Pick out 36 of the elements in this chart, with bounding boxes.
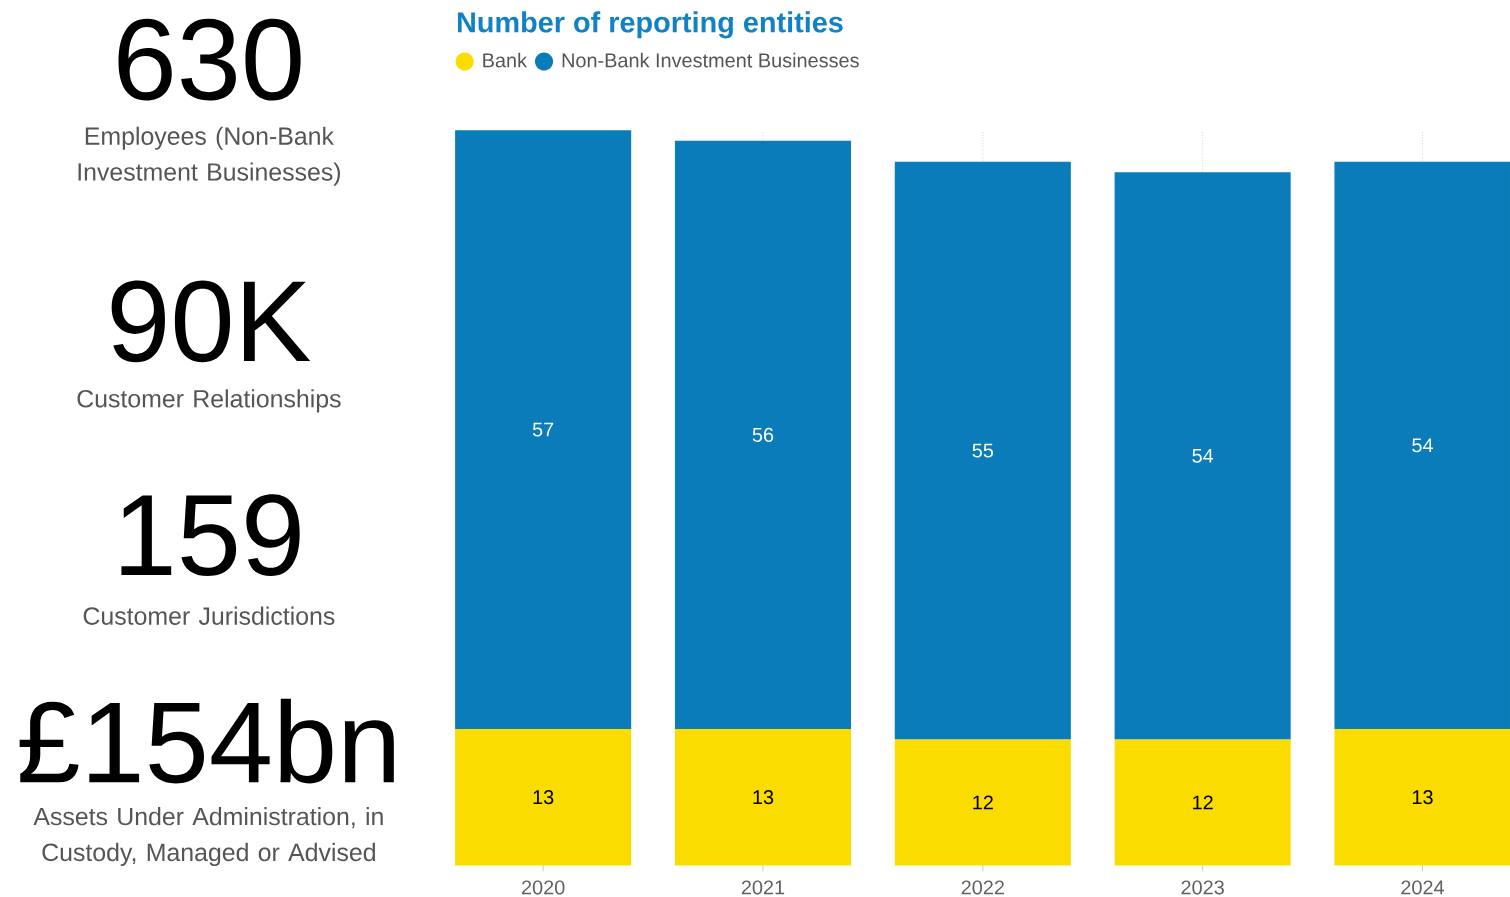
bar	[674, 140, 851, 729]
x-tick-label: 2021	[741, 880, 785, 895]
text: Customer Jurisdictions	[83, 606, 335, 625]
text: Employees (Non-Bank Investment Businesses)	[78, 126, 341, 186]
text: 90K	[111, 280, 311, 363]
data-label: 13	[1412, 790, 1433, 805]
bar	[455, 728, 632, 866]
data-label: 57	[532, 422, 554, 437]
x-tick-label: 2020	[522, 880, 565, 895]
bar	[894, 161, 1071, 740]
x-tick-label: 2023	[1181, 880, 1224, 895]
data-label: 12	[1193, 795, 1213, 810]
legend-label: Non-Bank Investment Businesses	[562, 52, 859, 68]
bar	[674, 728, 851, 866]
data-label: 54	[1192, 448, 1214, 463]
text: Customer Relationships	[77, 389, 341, 413]
bar	[1334, 161, 1510, 729]
text: £154bn	[19, 698, 394, 784]
bar	[1114, 739, 1291, 866]
bar	[455, 130, 632, 729]
data-label: 56	[752, 427, 774, 442]
x-tick-label: 2024	[1401, 880, 1445, 895]
text: 159	[121, 494, 300, 576]
x-tick-label: 2022	[961, 880, 1004, 895]
bar	[894, 739, 1071, 866]
data-label: 13	[753, 790, 774, 805]
bar	[1334, 728, 1510, 866]
data-label: 12	[973, 795, 993, 810]
chart-title: Number of reporting entities	[457, 11, 843, 39]
text: Assets Under Administration, in Custody, Managed or Advised	[33, 806, 383, 866]
bar	[1114, 172, 1291, 740]
legend-label: Bank	[483, 52, 528, 68]
text: 630	[118, 18, 301, 101]
data-label: 13	[533, 790, 554, 805]
data-label: 55	[972, 443, 994, 458]
data-label: 54	[1412, 438, 1433, 453]
